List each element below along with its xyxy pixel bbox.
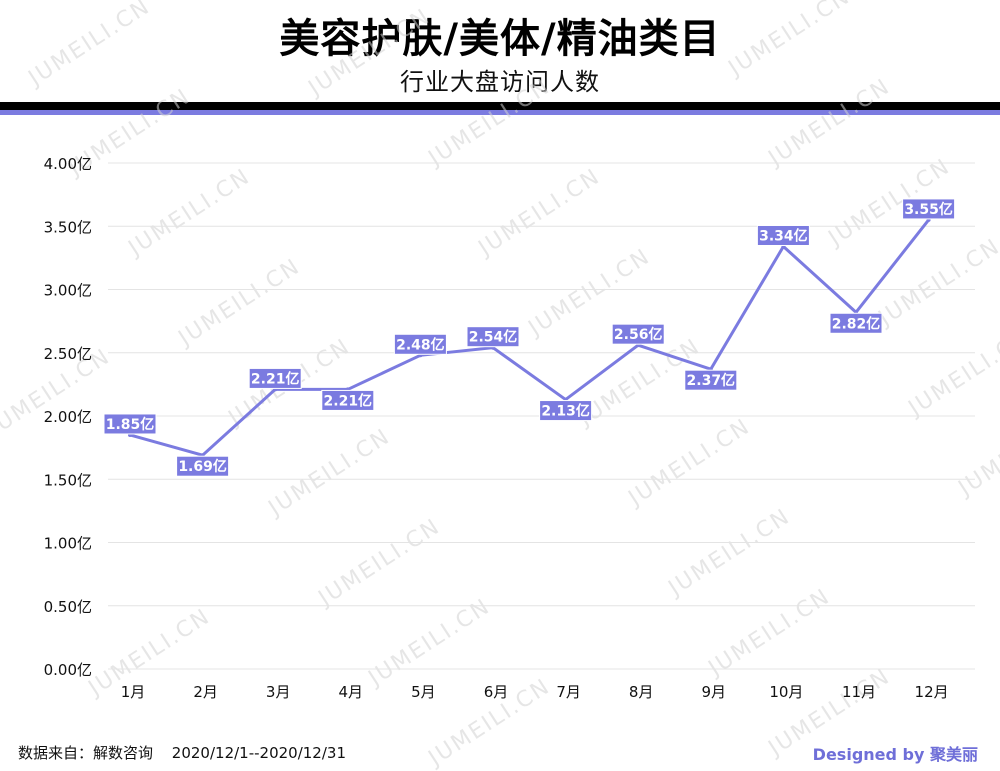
x-tick-label: 12月: [915, 683, 949, 701]
data-label-text: 2.82亿: [832, 315, 881, 332]
data-label-text: 2.54亿: [469, 329, 518, 346]
data-label-box: [103, 413, 157, 435]
data-label-box: [393, 333, 447, 355]
data-label-text: 2.56亿: [614, 326, 663, 343]
y-tick-label: 1.50亿: [44, 471, 92, 489]
data-label-box: [466, 326, 520, 348]
page-title: 美容护肤/美体/精油类目: [279, 16, 721, 62]
date-range: 2020/12/1--2020/12/31: [171, 744, 346, 762]
series-visitors: [128, 217, 931, 458]
data-label: 1.85亿: [103, 413, 157, 435]
x-tick-label: 10月: [769, 683, 803, 701]
data-label-text: 2.48亿: [396, 336, 445, 353]
x-tick-label: 2月: [193, 683, 218, 701]
x-tick-label: 11月: [842, 683, 876, 701]
grid-lines: [108, 162, 975, 670]
y-tick-label: 3.50亿: [44, 218, 92, 236]
footer-source: 数据来自：解数咨询 2020/12/1--2020/12/31: [18, 742, 360, 763]
data-label-text: 1.69亿: [178, 458, 227, 475]
data-label-box: [176, 455, 230, 477]
data-label-text: 2.13亿: [541, 403, 590, 420]
x-tick-label: 9月: [702, 683, 727, 701]
data-label-box: [248, 367, 302, 389]
data-label: 2.37亿: [684, 369, 738, 391]
line-chart: 0.00亿 0.50亿 1.00亿 1.50亿 2.00亿 2.50亿 3.00亿 3.50亿…: [44, 155, 975, 701]
data-label: 2.21亿: [248, 367, 302, 389]
data-label-box: [321, 389, 375, 411]
source-label: 数据来自：解数咨询: [18, 744, 154, 762]
data-label: 2.56亿: [611, 323, 665, 345]
y-tick-label: 2.50亿: [44, 345, 92, 363]
y-tick-label: 2.00亿: [44, 408, 92, 426]
data-label: 2.13亿: [539, 400, 593, 422]
data-label-text: 2.37亿: [687, 372, 736, 389]
data-label: 3.55亿: [902, 198, 956, 220]
x-tick-label: 8月: [629, 683, 654, 701]
data-label-box: [611, 323, 665, 345]
data-label-box: [829, 312, 883, 334]
data-label-box: [539, 400, 593, 422]
series-line: [129, 218, 930, 457]
data-label: 2.54亿: [466, 326, 520, 348]
x-tick-label: 1月: [121, 683, 146, 701]
data-label-text: 3.55亿: [904, 201, 953, 218]
y-tick-label: 4.00亿: [44, 155, 92, 173]
data-label: 2.82亿: [829, 312, 883, 334]
x-tick-label: 5月: [411, 683, 436, 701]
data-label: 2.48亿: [393, 333, 447, 355]
data-label-box: [684, 369, 738, 391]
y-tick-label: 0.50亿: [44, 598, 92, 616]
header-divider-accent: [0, 110, 1000, 115]
data-label-text: 2.21亿: [324, 392, 373, 409]
header-divider-black: [0, 102, 1000, 110]
x-tick-label: 3月: [266, 683, 291, 701]
data-labels: 1.85亿 1.69亿 2.21亿 2.21亿 2.48亿 2.54亿 2.13亿 2.56亿…: [103, 198, 956, 477]
data-label: 1.69亿: [176, 455, 230, 477]
data-label: 2.21亿: [321, 389, 375, 411]
data-label-box: [756, 224, 810, 246]
x-tick-label: 7月: [556, 683, 581, 701]
y-tick-label: 1.00亿: [44, 535, 92, 553]
x-axis-tick-labels: 1月 2月 3月 4月 5月 6月 7月 8月 9月 10月 11月 12月: [121, 683, 949, 701]
data-label-text: 1.85亿: [106, 416, 155, 433]
page-subtitle: 行业大盘访问人数: [400, 68, 600, 96]
x-tick-label: 6月: [484, 683, 509, 701]
x-tick-label: 4月: [339, 683, 364, 701]
footer-credit: Designed by 聚美丽: [812, 745, 978, 764]
data-label-text: 3.34亿: [759, 227, 808, 244]
y-tick-label: 3.00亿: [44, 282, 92, 300]
data-label: 3.34亿: [756, 224, 810, 246]
y-axis-tick-labels: 0.00亿 0.50亿 1.00亿 1.50亿 2.00亿 2.50亿 3.00亿 3.50亿…: [44, 155, 92, 679]
data-label-text: 2.21亿: [251, 370, 300, 387]
data-label-box: [902, 198, 956, 220]
y-tick-label: 0.00亿: [44, 661, 92, 679]
